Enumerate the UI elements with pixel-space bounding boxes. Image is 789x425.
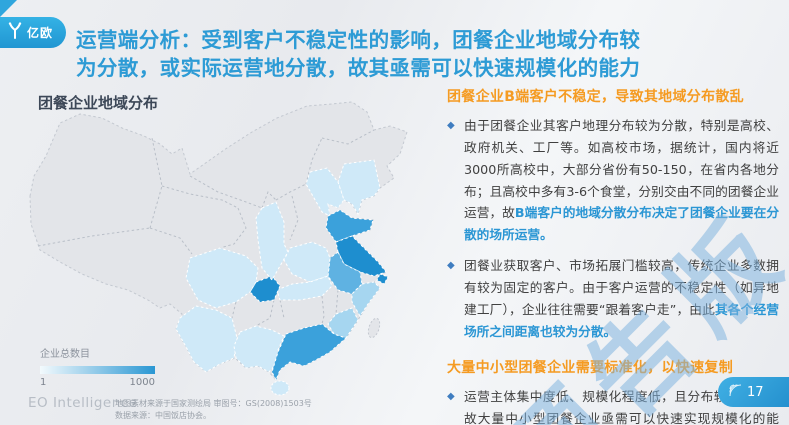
province-shandong — [325, 209, 374, 243]
bullet-item: ◆ 由于团餐企业其客户地理分布较为分散，特别是高校、政府机关、工厂等。如高校市场，… — [447, 115, 779, 246]
province-zhejiang — [351, 281, 381, 317]
legend-label: 企业总数目 — [40, 349, 90, 360]
province-hainan — [270, 380, 290, 396]
province-shaanxi — [255, 201, 289, 281]
map-title: 团餐企业地域分布 — [38, 94, 159, 113]
bullet-text: 团餐业获取客户、市场拓展门槛较高，传统企业多数拥有较为固定的客户。由于客户运营的… — [464, 258, 779, 339]
province-hubei — [276, 275, 333, 301]
source-line-2: 数据来源：中国饭店协会。 — [115, 411, 211, 420]
province-taiwan — [367, 317, 381, 339]
bullet-item: ◆ 团餐业获取客户、市场拓展门槛较高，传统企业多数拥有较为固定的客户。由于客户运营… — [447, 255, 779, 342]
source-line-1: 地图素材来源于国家测绘局 审图号：GS(2008)1503号 — [115, 399, 312, 408]
analysis-panel: 团餐企业B端客户不稳定，导致其地域分布散乱 ◆ 由于团餐企业其客户地理分布较为分散… — [447, 86, 779, 425]
section-heading-2: 大量中小型团餐企业需要标准化，以快速复制 — [447, 360, 733, 377]
brand-label: EO Intelligence — [28, 395, 138, 411]
page-number-badge: 17 — [718, 377, 789, 407]
eo-logo-y-icon — [7, 21, 23, 44]
china-choropleth-map — [29, 101, 408, 396]
bullet-diamond-icon: ◆ — [447, 120, 455, 131]
legend-max: 1000 — [129, 377, 155, 388]
province-shanghai — [376, 273, 389, 285]
corner-triangle-decoration — [0, 0, 17, 17]
map-legend: 企业总数目 1 1000 — [40, 345, 170, 388]
page-number: 17 — [747, 384, 764, 400]
province-fujian — [327, 307, 359, 339]
page-title: 运营端分析：受到客户不稳定性的影响，团餐企业地域分布较为分散，或实际运营地分散，… — [76, 27, 641, 81]
province-yunnan — [175, 305, 238, 373]
eo-logo: 亿欧 — [0, 17, 67, 48]
province-sichuan — [185, 247, 259, 309]
section-bullets-1: ◆ 由于团餐企业其客户地理分布较为分散，特别是高校、政府机关、工厂等。如高校市场，… — [447, 115, 779, 342]
bullet-text: 由于团餐企业其客户地理分布较为分散，特别是高校、政府机关、工厂等。如高校市场，据… — [464, 118, 780, 243]
bullet-diamond-icon: ◆ — [447, 260, 455, 272]
bullet-text: 运营主体集中度低、规模化程度低，且分布较为分散，故大量中小型团餐企业亟需可以快速… — [464, 389, 779, 425]
eo-logo-text: 亿欧 — [27, 26, 54, 40]
province-hebei — [305, 167, 345, 217]
section-bullets-2: ◆ 运营主体集中度低、规模化程度低，且分布较为分散，故大量中小型团餐企业亟需可以快… — [447, 386, 779, 425]
province-guangdong — [271, 323, 347, 382]
bullet-item: ◆ 运营主体集中度低、规模化程度低，且分布较为分散，故大量中小型团餐企业亟需可以快… — [447, 386, 779, 425]
province-anhui — [327, 251, 363, 295]
province-liaoning — [337, 159, 381, 216]
source-note: 地图素材来源于国家测绘局 审图号：GS(2008)1503号 数据来源：中国饭店… — [115, 398, 312, 422]
legend-gradient-bar — [40, 366, 155, 374]
province-borders — [37, 129, 375, 327]
fan-icon — [729, 383, 742, 401]
province-jiangsu — [335, 235, 387, 277]
bullet-diamond-icon: ◆ — [447, 391, 455, 403]
province-guangxi — [233, 325, 285, 373]
legend-min: 1 — [40, 377, 47, 388]
section-heading-1: 团餐企业B端客户不稳定，导致其地域分布散乱 — [447, 89, 744, 105]
